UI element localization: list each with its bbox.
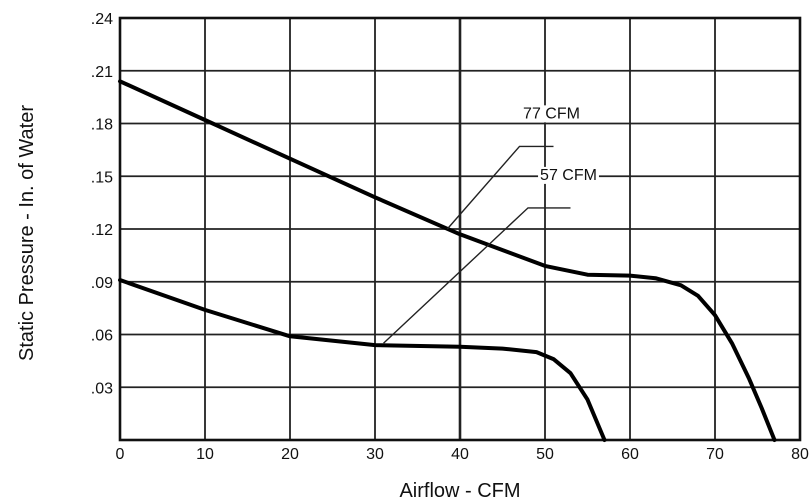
annotation-label-bg [538, 166, 599, 184]
x-tick-label: 50 [536, 446, 554, 463]
x-tick-label: 0 [116, 446, 125, 463]
y-tick-labels: .03 .06 .09 .12 .15 .18 .21 .24 [91, 11, 113, 397]
plot-frame [118, 16, 802, 442]
x-tick-label: 10 [196, 446, 214, 463]
y-tick-label: .03 [91, 380, 113, 397]
annotation-leader [446, 145, 554, 230]
y-axis-title: Static Pressure - In. of Water [16, 105, 38, 361]
grid-lines [120, 18, 800, 440]
x-tick-label: 80 [791, 446, 809, 463]
annotation-leader [383, 207, 571, 344]
y-tick-label: .21 [91, 64, 113, 81]
annotation-labels: 77 CFM 57 CFM [521, 105, 599, 184]
y-tick-label: .18 [91, 117, 113, 134]
y-tick-label: .09 [91, 275, 113, 292]
x-tick-label: 70 [706, 446, 724, 463]
x-tick-label: 60 [621, 446, 639, 463]
annotation-leaders [383, 145, 571, 344]
annotation-label: 77 CFM [523, 105, 580, 122]
series-line-57-cfm [118, 278, 607, 442]
y-tick-label: .12 [91, 222, 113, 239]
series-curves [118, 79, 777, 442]
x-tick-labels: 0 10 20 30 40 50 60 70 80 [116, 446, 809, 463]
x-tick-label: 40 [451, 446, 469, 463]
y-tick-label: .24 [91, 11, 113, 28]
x-tick-label: 30 [366, 446, 384, 463]
y-tick-label: .06 [91, 328, 113, 345]
series-line-77-cfm [118, 79, 777, 442]
x-tick-label: 20 [281, 446, 299, 463]
plot-border [118, 16, 802, 442]
annotation-label-bg [521, 105, 582, 123]
annotation-label: 57 CFM [540, 167, 597, 184]
x-axis-title: Airflow - CFM [399, 480, 520, 502]
y-tick-label: .15 [91, 169, 113, 186]
